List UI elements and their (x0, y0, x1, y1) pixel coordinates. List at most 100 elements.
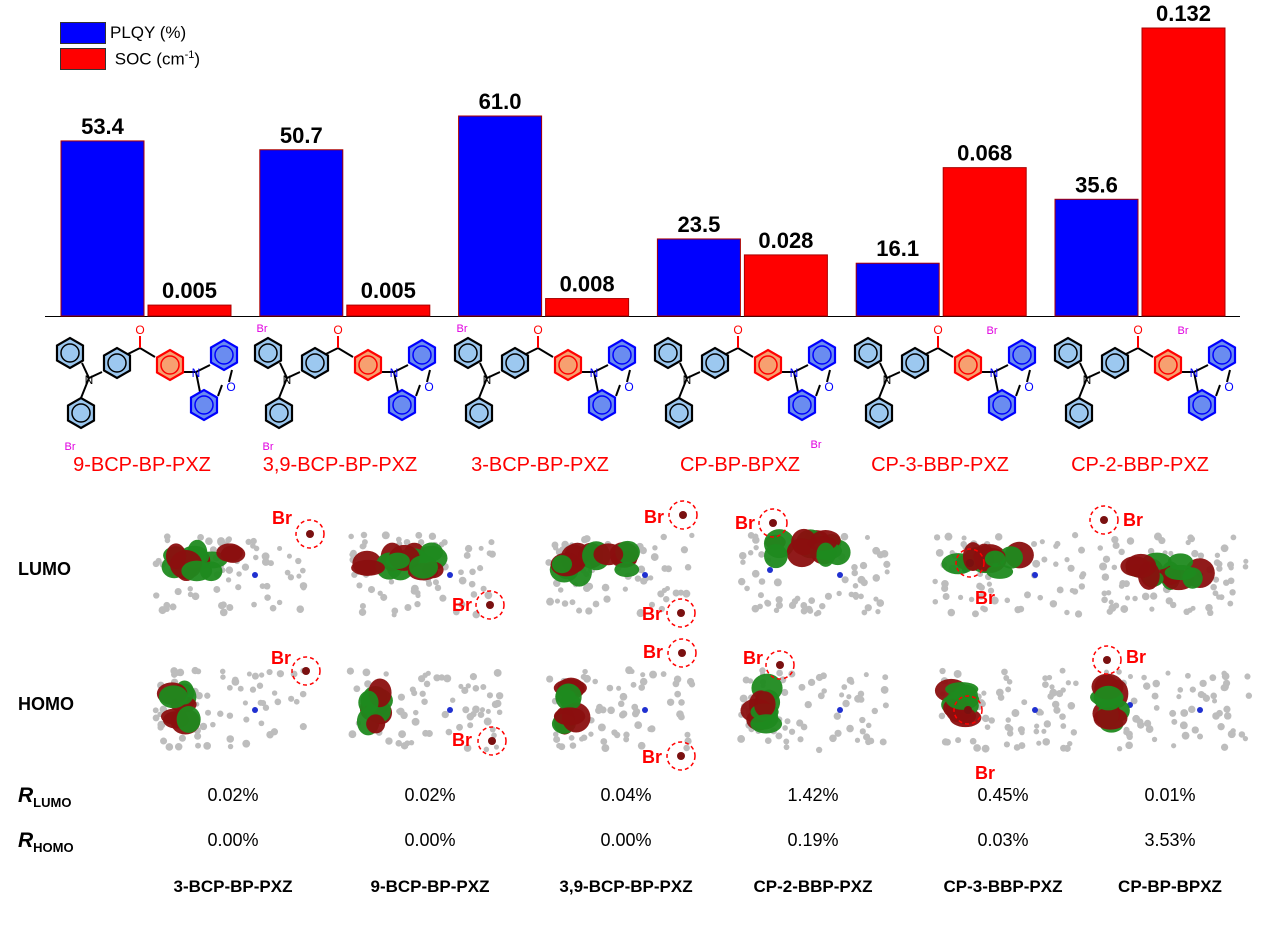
phenoxazine-ring (209, 338, 239, 372)
soc-bar (942, 167, 1027, 317)
atom (274, 698, 282, 706)
atom (649, 670, 657, 679)
atom (841, 684, 848, 690)
phenoxazine-ring-inner (194, 395, 214, 415)
atom (981, 744, 990, 753)
atom (257, 699, 264, 706)
soc-bar (147, 304, 232, 317)
homo-row-label: HOMO (18, 694, 74, 714)
atom (865, 722, 872, 729)
atom (350, 549, 357, 557)
oxygen-label: O (1224, 380, 1233, 394)
r-homo-value: 0.00% (207, 830, 259, 850)
atom (986, 581, 993, 587)
phenoxazine-ring (1007, 338, 1037, 372)
structure-name: 3-BCP-BP-PXZ (471, 454, 609, 476)
data-label: 0.132 (1156, 1, 1211, 26)
phenoxazine-ring (189, 388, 219, 422)
plqy-bar (458, 115, 543, 317)
atom (619, 692, 628, 701)
atom (470, 710, 477, 718)
atom (195, 668, 202, 675)
atom (981, 714, 990, 723)
atom (932, 598, 939, 605)
atom (1038, 709, 1044, 716)
atom (1051, 700, 1060, 709)
plqy-bar (656, 238, 741, 317)
atom (1201, 692, 1207, 699)
atom (637, 565, 646, 574)
atom (152, 560, 160, 568)
bromine-label: Br (257, 323, 268, 335)
atom (259, 583, 266, 590)
atom (452, 608, 460, 616)
negative-lobe (816, 542, 836, 567)
legend-swatch-blue (60, 22, 106, 44)
atom (872, 574, 881, 582)
atom (1108, 599, 1114, 605)
orbital-molecule-name: 9-BCP-BP-PXZ (370, 877, 490, 896)
bromine-label: Br (811, 439, 822, 450)
atom (1049, 688, 1058, 697)
atom (817, 692, 825, 700)
nitrogen-label: N (192, 366, 201, 380)
orbital-molecule-name: CP-BP-BPXZ (1118, 877, 1222, 896)
data-label: 50.7 (280, 123, 323, 148)
atom (673, 675, 682, 683)
bromine-atom (486, 601, 494, 609)
atom (880, 686, 889, 694)
phenyl-ring-inner (869, 403, 889, 423)
atom (1006, 679, 1013, 685)
atom (462, 706, 470, 714)
atom (1168, 550, 1174, 556)
atom (445, 728, 453, 736)
atom (251, 672, 259, 680)
atom (601, 583, 610, 592)
plqy-bar (855, 262, 940, 317)
atom (243, 716, 250, 723)
orbital-homo-3 (737, 667, 889, 754)
atom (941, 584, 949, 593)
orbital-images: Br Br Br Br Br Br Br Br Br Br Br Br Br Br (152, 500, 1253, 783)
atom (1227, 577, 1235, 585)
atom (263, 582, 271, 590)
atom (463, 744, 472, 752)
atom (377, 590, 383, 596)
atom (953, 670, 962, 678)
orbital-molecule-name: 3-BCP-BP-PXZ (173, 877, 293, 896)
atom (747, 532, 755, 539)
atom (1118, 582, 1125, 589)
atom (815, 609, 822, 616)
atom (164, 537, 171, 544)
atom (1124, 595, 1131, 601)
atom (796, 719, 804, 727)
atom (1063, 744, 1071, 752)
atom (1229, 589, 1236, 596)
atom (410, 587, 418, 595)
atom (1223, 712, 1232, 720)
atom (1191, 549, 1199, 558)
carbazole-ring-inner (305, 353, 325, 373)
atom (546, 597, 555, 606)
atom (174, 588, 182, 596)
benzoyl-ring (953, 348, 983, 382)
atom (1145, 725, 1154, 733)
data-label: 16.1 (876, 236, 919, 261)
orbital-molecule-name: CP-2-BBP-PXZ (753, 877, 873, 896)
legend-label: PLQY (%) (110, 23, 187, 42)
atom (1123, 729, 1129, 736)
soc-bar (346, 304, 431, 317)
atom (483, 746, 490, 753)
positive-lobe (366, 714, 386, 734)
atom (758, 551, 765, 558)
atom (418, 675, 426, 683)
carbazole-ring (500, 346, 530, 380)
atom (842, 699, 850, 708)
atom (1210, 583, 1217, 591)
atom (961, 535, 967, 541)
atom (981, 606, 988, 613)
carbazole-ring (1100, 346, 1130, 380)
atom (1244, 673, 1251, 680)
negative-lobe (1182, 567, 1203, 589)
atom (1189, 686, 1196, 693)
